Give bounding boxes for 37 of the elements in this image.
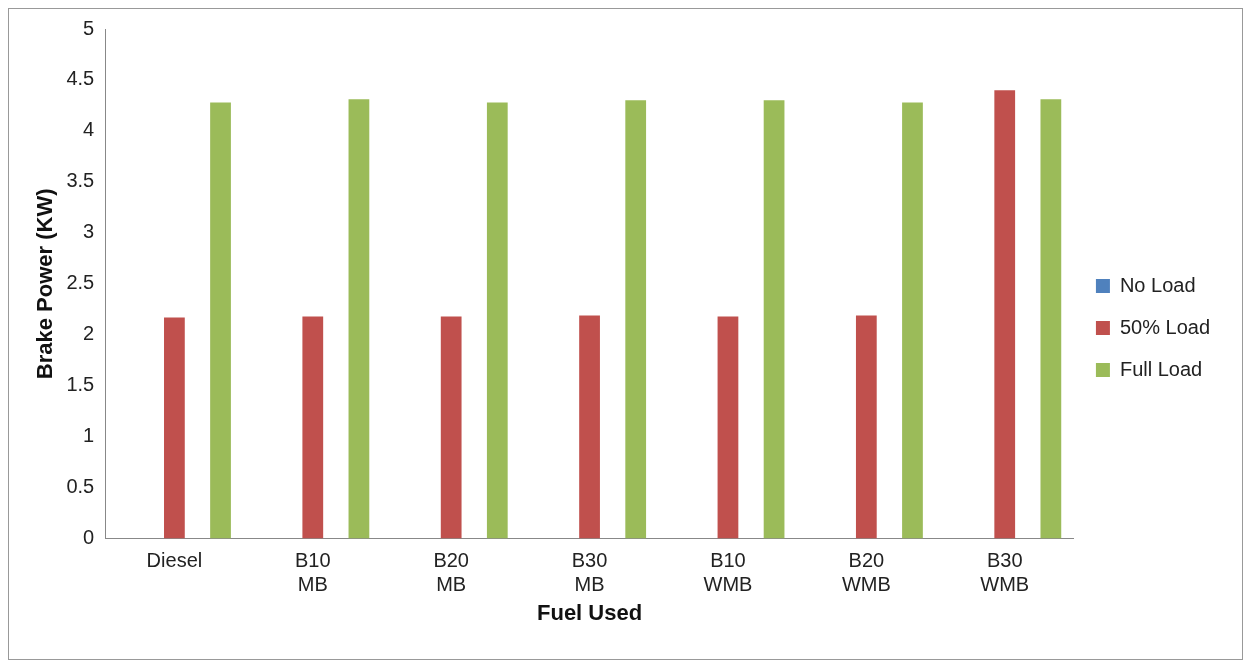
y-tick-label: 1 xyxy=(83,424,95,447)
y-tick-label: 2.5 xyxy=(66,271,95,294)
x-tick-label: B10 MB xyxy=(294,549,331,596)
x-tick-label: B30 WMB xyxy=(980,549,1030,596)
bar xyxy=(625,100,647,539)
x-tick-label: B20 MB xyxy=(433,549,469,596)
x-axis-title: Fuel Used xyxy=(536,599,643,625)
bar xyxy=(994,90,1016,539)
legend-label: No Load xyxy=(1119,273,1196,296)
bar xyxy=(302,316,324,539)
bar xyxy=(717,316,739,539)
x-tick-label: B10 WMB xyxy=(703,549,753,596)
bar xyxy=(210,102,231,539)
bar xyxy=(763,100,785,539)
y-tick-label: 3 xyxy=(83,220,95,243)
x-tick-label: Diesel xyxy=(146,549,203,572)
bar xyxy=(902,102,923,539)
y-axis-title: Brake Power (KW) xyxy=(32,188,58,380)
y-tick-label: 1.5 xyxy=(66,373,95,396)
y-tick-label: 4.5 xyxy=(66,67,95,90)
bar xyxy=(1040,99,1062,539)
y-tick-label: 5 xyxy=(83,16,95,39)
y-tick-label: 2 xyxy=(83,322,95,345)
bar xyxy=(440,316,462,539)
bar xyxy=(348,99,370,539)
bar xyxy=(855,315,877,539)
bar xyxy=(164,317,185,539)
legend-label: Full Load xyxy=(1119,357,1203,380)
y-tick-label: 0 xyxy=(83,526,95,549)
bar xyxy=(579,315,600,539)
y-tick-label: 0.5 xyxy=(66,475,95,498)
x-tick-label: B30 MB xyxy=(571,549,608,596)
x-tick-label: B20 WMB xyxy=(841,549,891,596)
y-tick-label: 4 xyxy=(83,118,95,141)
bar xyxy=(486,102,508,539)
legend-label: 50% Load xyxy=(1119,315,1210,338)
y-tick-label: 3.5 xyxy=(66,169,95,192)
